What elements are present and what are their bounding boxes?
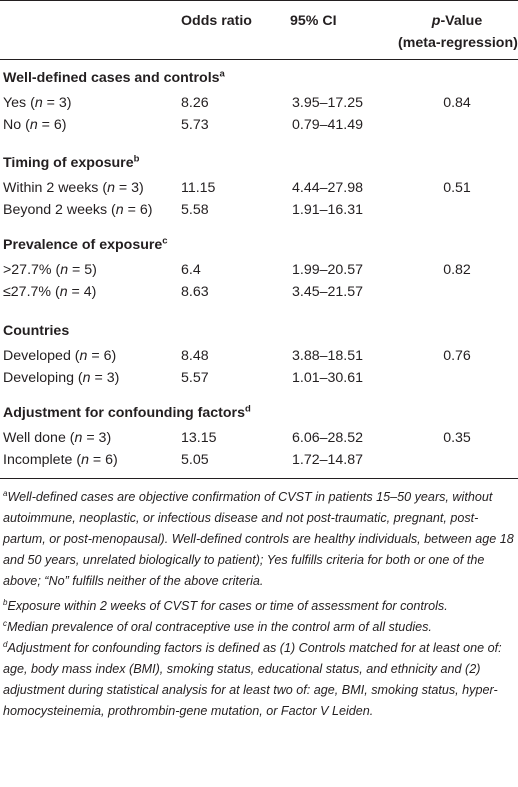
footnote-b-mark: b (3, 597, 8, 607)
sample-size-n: n (82, 370, 91, 386)
row-95-ci: 3.88–18.51 (292, 348, 364, 364)
section-title-text: Timing of exposure (3, 155, 134, 171)
footnote-b-text: Exposure within 2 weeks of CVST for case… (7, 599, 448, 613)
footnotes: aWell-defined cases are objective confir… (3, 487, 515, 722)
header-meta-regression: (meta-regression) (398, 35, 518, 51)
section-footnote-mark: c (162, 235, 168, 247)
row-pvalue: 0.76 (443, 348, 471, 364)
row-95-ci: 3.95–17.25 (292, 95, 364, 111)
footnote-d-mark: d (3, 639, 8, 649)
row-label: Incomplete (n = 6) (3, 452, 118, 468)
section-title: Prevalence of exposurec (3, 236, 168, 254)
row-label: Within 2 weeks (n = 3) (3, 180, 144, 196)
row-label: Well done (n = 3) (3, 430, 112, 446)
header-95-ci: 95% CI (290, 13, 337, 29)
sample-size-n: n (74, 430, 83, 446)
row-95-ci: 3.45–21.57 (292, 284, 364, 300)
section-title-text: Prevalence of exposure (3, 237, 163, 253)
header-rule (0, 59, 518, 60)
row-95-ci: 1.01–30.61 (292, 370, 364, 386)
section-footnote-mark: a (219, 68, 225, 80)
sample-size-n: n (34, 95, 43, 111)
row-pvalue: 0.82 (443, 262, 471, 278)
row-odds-ratio: 5.05 (181, 452, 209, 468)
row-odds-ratio: 8.48 (181, 348, 209, 364)
row-95-ci: 1.72–14.87 (292, 452, 364, 468)
row-label: Beyond 2 weeks (n = 6) (3, 202, 153, 218)
table-bottom-rule (0, 478, 518, 479)
header-odds-ratio: Odds ratio (181, 13, 252, 29)
row-label: >27.7% (n = 5) (3, 262, 97, 278)
section-title-text: Adjustment for confounding factors (3, 405, 245, 421)
sample-size-n: n (59, 284, 68, 300)
row-odds-ratio: 8.26 (181, 95, 209, 111)
sample-size-n: n (115, 202, 124, 218)
header-pvalue-p: p (431, 13, 441, 29)
section-title: Well-defined cases and controlsa (3, 69, 225, 87)
footnote-c-mark: c (3, 618, 7, 628)
footnote-d-text: Adjustment for confounding factors is de… (3, 641, 502, 718)
footnote-c-text: Median prevalence of oral contraceptive … (7, 620, 432, 634)
row-95-ci: 0.79–41.49 (292, 117, 364, 133)
row-label: No (n = 6) (3, 117, 67, 133)
row-95-ci: 1.91–16.31 (292, 202, 364, 218)
sample-size-n: n (81, 452, 89, 468)
sample-size-n: n (60, 262, 69, 278)
section-title-text: Countries (3, 323, 70, 339)
footnote-a-text: Well-defined cases are objective confirm… (3, 490, 514, 588)
row-95-ci: 1.99–20.57 (292, 262, 364, 278)
footnote-a: aWell-defined cases are objective confir… (3, 487, 515, 592)
row-95-ci: 6.06–28.52 (292, 430, 364, 446)
row-label: ≤27.7% (n = 4) (3, 284, 97, 300)
header-pvalue-rest: -Value (440, 13, 483, 29)
footnote-b: bExposure within 2 weeks of CVST for cas… (3, 596, 515, 617)
footnote-d: dAdjustment for confounding factors is d… (3, 638, 515, 722)
row-odds-ratio: 11.15 (181, 180, 216, 196)
row-label: Yes (n = 3) (3, 95, 72, 111)
row-pvalue: 0.51 (443, 180, 471, 196)
sample-size-n: n (79, 348, 88, 364)
sample-size-n: n (29, 117, 38, 133)
footnote-c: cMedian prevalence of oral contraceptive… (3, 617, 515, 638)
header-pvalue: p-Value (398, 12, 516, 30)
row-odds-ratio: 13.15 (181, 430, 217, 446)
section-title: Adjustment for confounding factorsd (3, 404, 251, 422)
section-title: Countries (3, 322, 69, 340)
sample-size-n: n (107, 180, 115, 196)
row-pvalue: 0.84 (443, 95, 471, 111)
row-pvalue: 0.35 (443, 430, 471, 446)
row-95-ci: 4.44–27.98 (292, 180, 364, 196)
row-odds-ratio: 6.4 (181, 262, 201, 278)
row-label: Developed (n = 6) (3, 348, 117, 364)
row-odds-ratio: 8.63 (181, 284, 209, 300)
row-odds-ratio: 5.58 (181, 202, 209, 218)
row-odds-ratio: 5.73 (181, 117, 209, 133)
row-odds-ratio: 5.57 (181, 370, 209, 386)
section-title-text: Well-defined cases and controls (3, 70, 220, 86)
section-footnote-mark: d (244, 403, 251, 415)
section-title: Timing of exposureb (3, 154, 139, 172)
table-top-rule (0, 0, 518, 1)
row-label: Developing (n = 3) (3, 370, 120, 386)
section-footnote-mark: b (133, 153, 140, 165)
footnote-a-mark: a (3, 488, 8, 498)
